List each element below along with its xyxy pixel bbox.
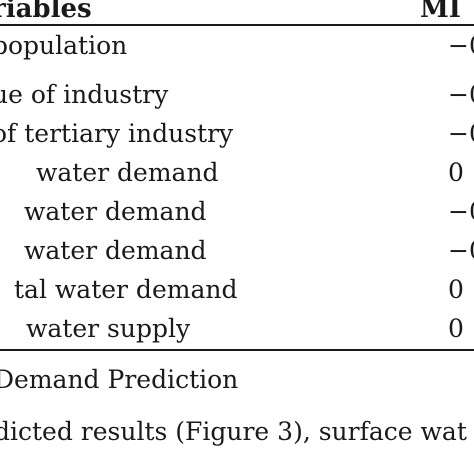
table-row: population −0 [0,30,474,62]
table-row: water demand 0 [0,157,474,189]
section-heading: Demand Prediction [0,365,239,394]
header-variables: riables [0,0,92,24]
table-row: tal water demand 0 [0,274,474,306]
table-row: water supply 0 [0,313,474,345]
variable-cell: water supply [26,314,191,343]
value-cell: −0 [448,80,474,109]
value-cell: −0 [448,119,474,148]
table-row: water demand −0 [0,235,474,267]
value-cell: −0 [448,197,474,226]
value-cell: 0 [448,158,464,187]
variable-cell: ue of industry [0,80,169,109]
variable-cell: population [0,31,128,60]
table-row: of tertiary industry −0 [0,118,474,150]
variable-cell: water demand [24,197,207,226]
variable-cell: water demand [36,158,219,187]
table-top-rule [0,24,474,26]
variable-cell: tal water demand [14,275,238,304]
table-row: water demand −0 [0,196,474,228]
variable-cell: of tertiary industry [0,119,234,148]
table-bottom-rule [0,349,474,351]
table-row: ue of industry −0 [0,79,474,111]
value-cell: 0 [448,275,464,304]
body-text: dicted results (Figure 3), surface wat [0,417,467,446]
header-value: MI [420,0,461,24]
variable-cell: water demand [24,236,207,265]
value-cell: −0 [448,31,474,60]
value-cell: 0 [448,314,464,343]
value-cell: −0 [448,236,474,265]
